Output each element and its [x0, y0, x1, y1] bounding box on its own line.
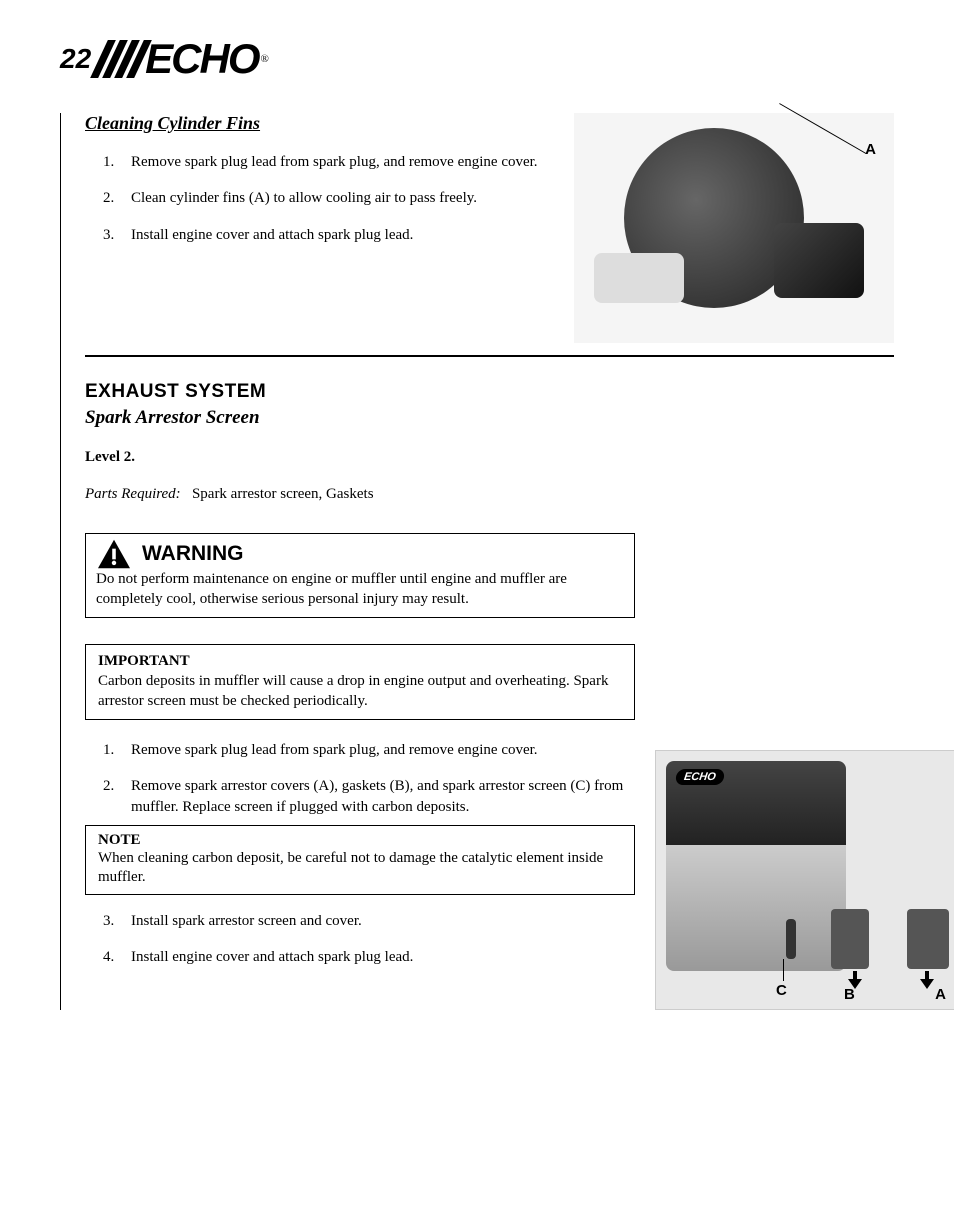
figure-label-c: C [776, 982, 787, 999]
section1-steps: 1. Remove spark plug lead from spark plu… [85, 152, 554, 245]
figure-label-a: A [935, 986, 946, 1003]
warning-triangle-icon [96, 538, 132, 570]
important-text: Carbon deposits in muffler will cause a … [98, 672, 622, 711]
step-text: Remove spark plug lead from spark plug, … [131, 740, 538, 760]
gasket-shape [831, 909, 869, 969]
cover-shape [907, 909, 949, 969]
list-item: 3. Install spark arrestor screen and cov… [103, 911, 635, 931]
section1-image-column: A [574, 113, 894, 343]
figure-blower-cylinder-fins: A [574, 113, 894, 343]
step-text: Install engine cover and attach spark pl… [131, 947, 413, 967]
step-number: 2. [103, 188, 131, 208]
page-number: 22 [60, 43, 91, 75]
section2-subtitle: Spark Arrestor Screen [85, 407, 894, 429]
step-text: Remove spark arrestor covers (A), gasket… [131, 776, 635, 817]
pointer-line [779, 103, 866, 154]
step-text: Clean cylinder fins (A) to allow cooling… [131, 188, 477, 208]
section2-heading: EXHAUST SYSTEM [85, 381, 894, 403]
warning-box: WARNING Do not perform maintenance on en… [85, 533, 635, 618]
step-number: 4. [103, 947, 131, 967]
step-text: Remove spark plug lead from spark plug, … [131, 152, 538, 172]
note-text: When cleaning carbon deposit, be careful… [98, 849, 622, 888]
list-item: 2. Clean cylinder fins (A) to allow cool… [103, 188, 554, 208]
important-title: IMPORTANT [98, 653, 622, 670]
figure-label-a: A [865, 141, 876, 158]
list-item: 4. Install engine cover and attach spark… [103, 947, 635, 967]
parts-value: Spark arrestor screen, Gaskets [192, 486, 374, 502]
important-box: IMPORTANT Carbon deposits in muffler wil… [85, 644, 635, 720]
parts-label: Parts Required: [85, 486, 181, 502]
list-item: 2. Remove spark arrestor covers (A), gas… [103, 776, 635, 817]
step-number: 1. [103, 740, 131, 760]
step-number: 3. [103, 911, 131, 931]
page-header: 22 ECHO ® [60, 35, 894, 83]
section1-text-column: Cleaning Cylinder Fins 1. Remove spark p… [85, 113, 554, 343]
step-number: 2. [103, 776, 131, 817]
engine-closeup-shape [666, 761, 846, 971]
pointer-c [783, 959, 784, 981]
section2-image-column: ECHO C B A [655, 740, 954, 1010]
engine-cover-shape [774, 223, 864, 298]
exhaust-system-section: EXHAUST SYSTEM Spark Arrestor Screen Lev… [85, 381, 894, 1010]
step-text: Install spark arrestor screen and cover. [131, 911, 362, 931]
list-item: 1. Remove spark plug lead from spark plu… [103, 740, 635, 760]
step-number: 3. [103, 225, 131, 245]
step-text: Install engine cover and attach spark pl… [131, 225, 413, 245]
section2-steps-part2: 3. Install spark arrestor screen and cov… [85, 911, 635, 968]
level-text: Level 2. [85, 449, 894, 466]
step-number: 1. [103, 152, 131, 172]
echo-logo: ECHO ® [99, 35, 269, 83]
section-divider [85, 355, 894, 357]
section2-text-column: 1. Remove spark plug lead from spark plu… [85, 740, 635, 1010]
echo-badge-icon: ECHO [675, 769, 725, 785]
note-title: NOTE [98, 832, 622, 849]
list-item: 1. Remove spark plug lead from spark plu… [103, 152, 554, 172]
warning-title: WARNING [142, 542, 244, 566]
note-box: NOTE When cleaning carbon deposit, be ca… [85, 825, 635, 895]
warning-text: Do not perform maintenance on engine or … [96, 570, 624, 609]
logo-registered: ® [261, 53, 269, 65]
section2-steps-part1: 1. Remove spark plug lead from spark plu… [85, 740, 635, 817]
spark-arrestor-screen-shape [786, 919, 796, 959]
page-content: Cleaning Cylinder Fins 1. Remove spark p… [60, 113, 894, 1010]
figure-label-b: B [844, 986, 855, 1003]
cleaning-fins-section: Cleaning Cylinder Fins 1. Remove spark p… [85, 113, 894, 343]
section2-body: 1. Remove spark plug lead from spark plu… [85, 740, 894, 1010]
logo-text: ECHO [145, 35, 258, 83]
warning-header: WARNING [96, 538, 624, 570]
fuel-tank-shape [594, 253, 684, 303]
list-item: 3. Install engine cover and attach spark… [103, 225, 554, 245]
section1-title: Cleaning Cylinder Fins [85, 113, 554, 134]
figure-spark-arrestor: ECHO C B A [655, 750, 954, 1010]
arrow-a-icon [920, 971, 934, 989]
parts-required-line: Parts Required: Spark arrestor screen, G… [85, 486, 894, 503]
